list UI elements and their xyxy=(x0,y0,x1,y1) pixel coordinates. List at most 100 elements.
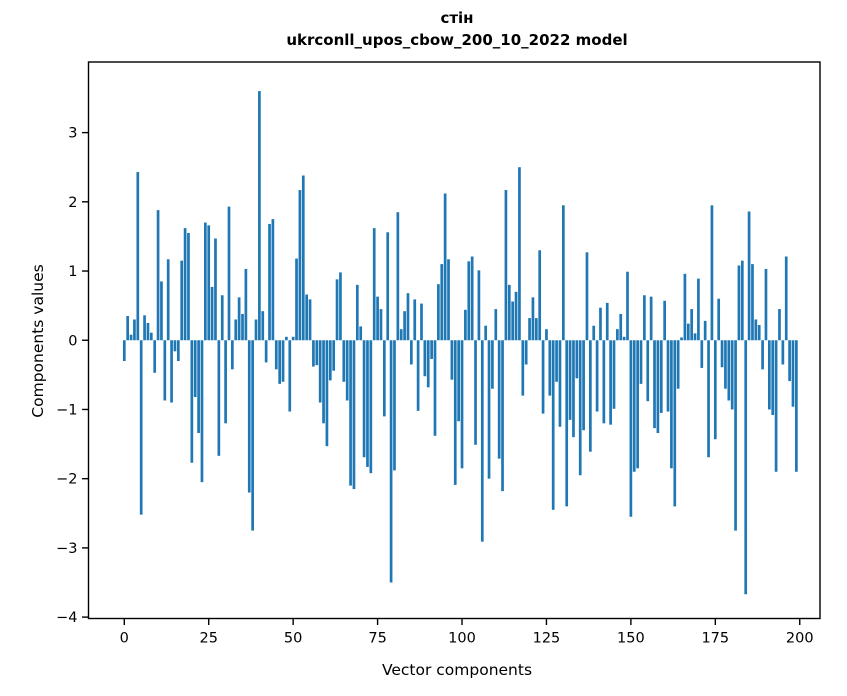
bar xyxy=(565,340,569,507)
bar xyxy=(632,340,636,472)
bar xyxy=(767,340,771,410)
bar xyxy=(183,228,187,341)
bar xyxy=(629,340,633,517)
bar xyxy=(774,340,778,472)
bar xyxy=(312,340,315,367)
bar xyxy=(771,340,775,415)
bar xyxy=(784,256,788,341)
bar xyxy=(139,340,143,515)
bar xyxy=(507,284,511,341)
bar xyxy=(639,340,643,384)
bar xyxy=(217,340,221,456)
bar xyxy=(690,309,694,341)
bar xyxy=(214,238,217,341)
bar xyxy=(200,340,204,483)
bar xyxy=(366,340,369,467)
bar xyxy=(470,256,474,341)
bar xyxy=(416,340,420,411)
bar xyxy=(197,340,200,433)
x-tick-label: 0 xyxy=(120,631,129,647)
bar xyxy=(754,319,758,341)
bar xyxy=(764,268,768,341)
bar xyxy=(308,299,312,341)
bar xyxy=(349,340,352,486)
bar xyxy=(413,299,417,341)
bar xyxy=(467,261,471,341)
bar xyxy=(160,281,163,341)
bar xyxy=(382,340,386,417)
bar xyxy=(379,309,383,341)
bar xyxy=(531,297,535,341)
bar xyxy=(207,225,211,341)
bar xyxy=(258,91,261,341)
bar xyxy=(301,175,305,341)
bar xyxy=(359,326,363,341)
bar xyxy=(372,228,376,341)
bar xyxy=(234,319,238,341)
bar xyxy=(518,167,521,341)
y-tick-label: 0 xyxy=(68,333,77,349)
x-tick-label: 125 xyxy=(533,631,561,647)
bar xyxy=(237,297,241,341)
bar xyxy=(406,293,410,341)
bar xyxy=(187,232,190,341)
bar xyxy=(133,319,136,341)
bar xyxy=(315,340,319,366)
bar xyxy=(734,340,737,531)
bar xyxy=(328,340,332,381)
bar xyxy=(575,340,579,379)
y-tick-label: −2 xyxy=(56,472,77,488)
bar xyxy=(149,332,153,341)
bar xyxy=(227,206,231,341)
bar xyxy=(180,260,184,341)
chart-subtitle: ukrconll_upos_cbow_200_10_2022 model xyxy=(286,31,628,49)
bar xyxy=(480,340,484,542)
bar xyxy=(751,264,754,341)
bar xyxy=(241,313,244,341)
bar xyxy=(376,296,379,341)
bar xyxy=(740,260,744,341)
bar xyxy=(426,340,430,388)
bar xyxy=(440,264,444,341)
bar xyxy=(558,340,562,427)
bar xyxy=(247,340,251,493)
bar xyxy=(730,340,734,410)
chart-title: стін xyxy=(440,9,474,27)
bar xyxy=(122,340,126,362)
bar xyxy=(352,340,356,490)
bar xyxy=(487,340,491,479)
bar xyxy=(504,190,508,341)
x-axis-label: Vector components xyxy=(381,661,533,679)
bar xyxy=(717,298,721,341)
bar xyxy=(609,340,612,425)
y-tick-label: 2 xyxy=(68,195,77,211)
bar xyxy=(582,340,585,431)
y-tick-label: −1 xyxy=(56,402,77,418)
bar xyxy=(268,223,271,341)
bar xyxy=(477,270,481,341)
bar xyxy=(474,340,477,445)
bar xyxy=(612,340,616,409)
bar xyxy=(271,219,275,341)
bar xyxy=(521,340,525,396)
bar xyxy=(430,340,433,359)
bar xyxy=(450,340,454,380)
bar xyxy=(264,340,268,363)
bar xyxy=(126,316,130,341)
bar xyxy=(220,295,224,341)
bar xyxy=(616,329,619,341)
bar xyxy=(589,340,592,452)
bar xyxy=(626,271,629,341)
bar xyxy=(548,340,552,396)
bar xyxy=(595,340,599,412)
bar xyxy=(497,340,501,459)
bar xyxy=(727,340,731,401)
bar xyxy=(534,318,538,341)
x-tick-label: 75 xyxy=(368,631,386,647)
bar xyxy=(345,340,349,401)
bar xyxy=(339,272,342,341)
bar xyxy=(670,340,673,469)
bar xyxy=(649,296,653,341)
bar xyxy=(703,320,707,341)
